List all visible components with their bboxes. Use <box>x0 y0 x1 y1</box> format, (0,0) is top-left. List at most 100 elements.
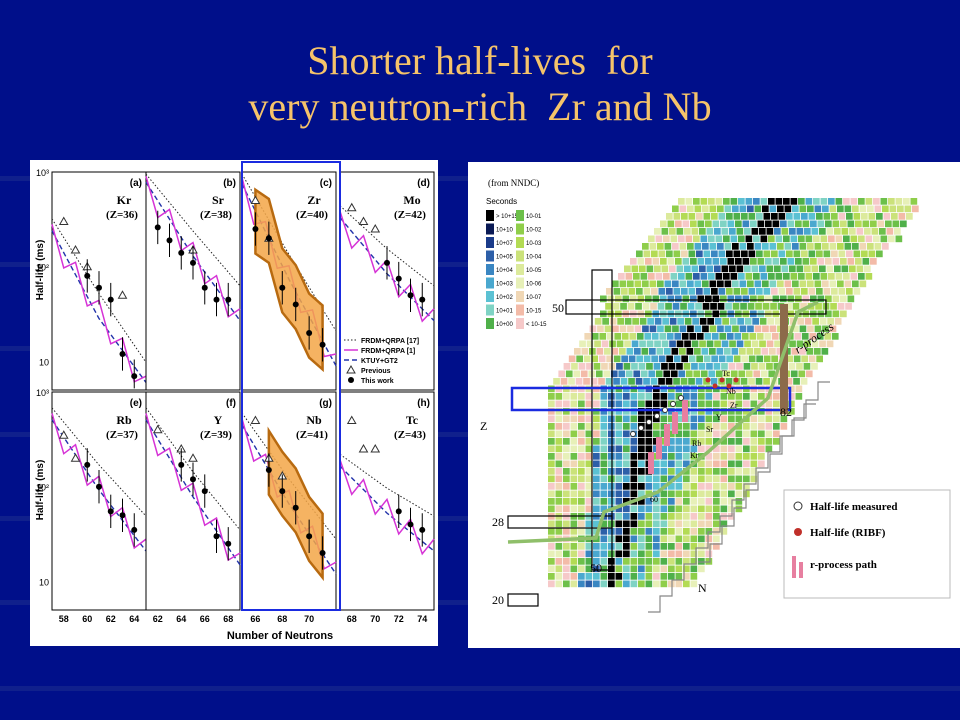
nuclide-cell <box>668 490 675 498</box>
nuclide-cell <box>802 295 810 303</box>
nuclide-cell <box>578 438 585 445</box>
nuclide-cell <box>585 498 593 505</box>
nuclide-cell <box>585 468 593 475</box>
nuclide-cell <box>645 430 653 438</box>
nuclide-cell <box>700 235 708 243</box>
nuclide-cell <box>698 423 705 430</box>
nuclide-cell <box>618 370 626 378</box>
this-work-point <box>119 512 126 519</box>
panel-element: Zr <box>307 193 321 207</box>
nuclide-cell <box>705 528 713 535</box>
nuclide-cell <box>563 400 570 408</box>
nuclide-cell <box>726 250 733 258</box>
nuclide-cell <box>608 430 615 438</box>
nuclide-cell <box>638 408 645 415</box>
nuclide-cell <box>705 445 713 453</box>
nuclide-cell <box>563 393 570 400</box>
nuclide-cell <box>728 460 735 468</box>
nuclide-cell <box>799 325 807 333</box>
nuclide-cell <box>548 505 555 513</box>
nuclide-cell <box>771 213 778 220</box>
nuclide-cell <box>877 220 885 228</box>
nuclide-cell <box>697 220 705 228</box>
nuclide-cell <box>741 250 748 258</box>
nuclide-cell <box>786 355 793 363</box>
nuclide-cell <box>750 423 758 430</box>
nuclide-cell <box>787 258 795 265</box>
nuclide-cell <box>630 408 638 415</box>
nuclide-cell <box>693 235 700 243</box>
nuclide-cell <box>638 400 645 408</box>
nuclide-cell <box>598 378 605 385</box>
nuclide-cell <box>645 393 653 400</box>
nuclide-cell <box>682 258 690 265</box>
nuclide-cell <box>714 265 721 273</box>
nuclide-cell <box>630 453 638 460</box>
nuclide-cell <box>709 325 717 333</box>
nuclide-cell <box>730 273 738 280</box>
nuclide-cell <box>744 318 752 325</box>
nuclide-cell <box>780 258 787 265</box>
nuclide-cell <box>830 303 837 310</box>
nuclide-cell <box>615 558 623 565</box>
nuclide-cell <box>600 498 608 505</box>
nuclide-cell <box>581 348 589 355</box>
nuclide-cell <box>750 220 757 228</box>
nuclide-cell <box>789 265 796 273</box>
nuclide-cell <box>675 535 683 543</box>
nuclide-cell <box>713 468 720 475</box>
nuclide-cell <box>667 258 675 265</box>
nuclide-cell <box>615 528 623 535</box>
nuclide-cell <box>784 243 792 250</box>
nuclide-cell <box>623 505 630 513</box>
half-life-measured-marker <box>670 401 676 407</box>
nuclide-cell <box>555 453 563 460</box>
nuclide-cell <box>696 213 703 220</box>
nuclide-cell <box>882 205 889 213</box>
r-process-path-line <box>507 300 819 544</box>
nuclide-cell <box>668 513 675 520</box>
nuclide-cell <box>608 415 615 423</box>
nuclide-cell <box>668 445 675 453</box>
nuclide-cell <box>729 228 736 235</box>
nuclide-cell <box>895 235 903 243</box>
nuclide-cell <box>650 303 657 310</box>
nuclide-cell <box>548 430 555 438</box>
nuclide-cell <box>601 363 608 370</box>
nuclide-cell <box>750 393 758 400</box>
nuclide-cell <box>721 340 729 348</box>
nuclide-cell <box>648 370 656 378</box>
nuclide-cell <box>615 453 623 460</box>
nuclide-cell <box>690 543 698 550</box>
half-life-measured-marker <box>678 395 684 401</box>
nuclide-cell <box>721 265 729 273</box>
nuclide-cell <box>653 520 660 528</box>
nuclide-cell <box>651 250 658 258</box>
nuclide-cell <box>760 198 768 205</box>
nuclide-cell <box>714 340 721 348</box>
nuclide-cell <box>690 528 698 535</box>
nuclide-cell <box>653 580 660 588</box>
panel-letter: (d) <box>417 178 430 189</box>
nuclide-cell <box>668 543 675 550</box>
nuclide-cell <box>630 483 638 490</box>
nuclide-cell <box>675 543 683 550</box>
nuclide-cell <box>648 273 655 280</box>
nuclide-cell <box>785 378 793 385</box>
nuclide-cell <box>805 235 813 243</box>
nuclide-cell <box>578 423 585 430</box>
nuclide-cell <box>578 483 585 490</box>
nuclide-cell <box>615 460 623 468</box>
nuclide-cell <box>720 438 728 445</box>
nuclide-cell <box>578 393 585 400</box>
nuclide-cell <box>698 430 705 438</box>
nuclide-cell <box>844 205 852 213</box>
nuclide-cell <box>621 355 628 363</box>
nuclide-cell <box>585 558 593 565</box>
nuclide-cell <box>713 363 721 370</box>
nuclide-cell <box>573 370 581 378</box>
nuclide-cell <box>585 400 593 408</box>
nuclide-cell <box>750 445 758 453</box>
nuclide-cell <box>709 280 717 288</box>
nuclide-cell <box>570 430 578 438</box>
